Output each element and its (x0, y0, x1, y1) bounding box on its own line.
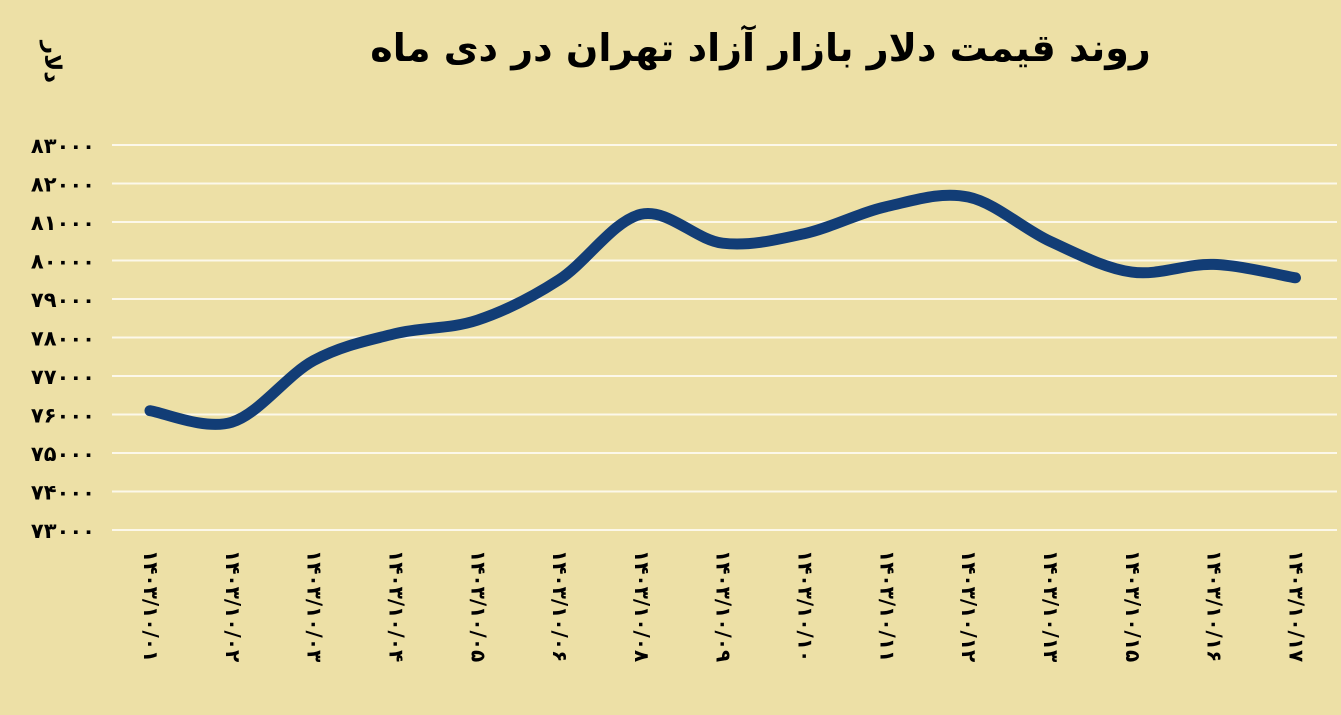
y-tick-label: ۸۲۰۰۰ (31, 173, 95, 197)
y-tick-label: ۸۰۰۰۰ (31, 250, 95, 274)
x-tick-label: ۱۴۰۳/۱۰/۰۵ (466, 550, 490, 662)
x-tick-label: ۱۴۰۳/۱۰/۰۹ (712, 550, 736, 662)
x-tick-label: ۱۴۰۳/۱۰/۱۱ (875, 550, 899, 662)
x-tick-label: ۱۴۰۳/۱۰/۰۶ (548, 550, 572, 662)
x-tick-label: ۱۴۰۳/۱۰/۱۷ (1285, 550, 1309, 662)
price-line-series (144, 189, 1301, 430)
x-tick-label: ۱۴۰۳/۱۰/۰۱ (139, 550, 163, 662)
y-tick-label: ۷۷۰۰۰ (31, 365, 95, 389)
x-tick-label: ۱۴۰۳/۱۰/۰۳ (303, 550, 327, 662)
y-tick-label: ۷۴۰۰۰ (31, 481, 95, 505)
gridlines (112, 144, 1337, 531)
x-tick-label: ۱۴۰۳/۱۰/۱۵ (1121, 550, 1145, 662)
y-axis-tick-labels: ۸۳۰۰۰ ۸۲۰۰۰ ۸۱۰۰۰ ۸۰۰۰۰ ۷۹۰۰۰ ۷۸۰۰۰ ۷۷۰۰۰ ۷۶۰۰۰… (31, 134, 95, 543)
x-axis-tick-labels: ۱۴۰۳/۱۰/۰۱ ۱۴۰۳/۱۰/۰۲ ۱۴۰۳/۱۰/۰۳ ۱۴۰۳/۱۰/۰۴… (139, 550, 1309, 662)
x-tick-label: ۱۴۰۳/۱۰/۰۴ (385, 550, 409, 662)
x-tick-label: ۱۴۰۳/۱۰/۱۲ (957, 550, 981, 662)
y-tick-label: ۷۵۰۰۰ (31, 442, 95, 466)
y-tick-label: ۷۳۰۰۰ (31, 519, 95, 543)
y-tick-label: ۷۹۰۰۰ (31, 288, 95, 312)
y-tick-label: ۷۶۰۰۰ (31, 404, 95, 428)
x-tick-label: ۱۴۰۳/۱۰/۱۳ (1039, 550, 1063, 662)
x-tick-label: ۱۴۰۳/۱۰/۱۰ (794, 550, 818, 662)
y-tick-label: ۸۱۰۰۰ (31, 211, 95, 235)
x-tick-label: ۱۴۰۳/۱۰/۰۸ (630, 550, 654, 662)
y-tick-label: ۷۸۰۰۰ (31, 327, 95, 351)
y-tick-label: ۸۳۰۰۰ (31, 134, 95, 158)
x-tick-label: ۱۴۰۳/۱۰/۰۲ (221, 550, 245, 662)
chart-title: روند قیمت دلار بازار آزاد تهران در دی ما… (370, 26, 1151, 70)
x-tick-label: ۱۴۰۳/۱۰/۱۶ (1203, 550, 1227, 662)
